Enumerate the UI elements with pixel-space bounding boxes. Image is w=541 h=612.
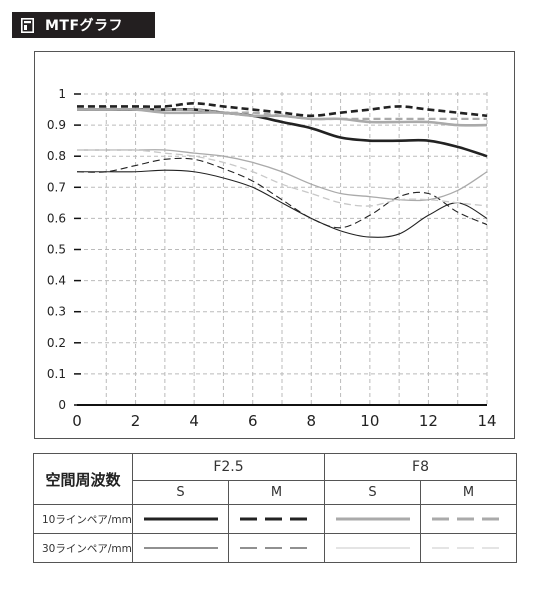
y-tick-label: 0.4 [47,274,66,288]
swatch-cell [324,533,422,563]
swatch-cell [132,533,229,563]
legend-table: 空間周波数 F2.5 F8 S M S M 10ラインペア/mm 30ラインペア… [33,453,518,563]
document-icon [21,17,34,33]
swatch-cell [227,533,326,563]
y-tick-label: 0.7 [47,180,66,194]
y-tick-label: 0.2 [47,336,66,350]
x-tick-label: 12 [419,412,438,430]
legend-swatch-s10-f8 [335,517,410,521]
series-line-m30-f8 [76,149,488,207]
row-label-30lp: 30ラインペア/mm [33,533,133,563]
f25-sagittal-header: S [132,480,229,505]
legend-swatch-m10-f25 [239,517,314,521]
spatial-frequency-header: 空間周波数 [33,453,133,505]
aperture-f25-header: F2.5 [131,453,326,481]
legend-swatch-m30-f8 [431,547,506,549]
title-bar: MTFグラフ [12,12,155,38]
series-line-s30-f8 [76,149,488,202]
x-tick-label: 14 [477,412,496,430]
x-tick-label: 10 [360,412,379,430]
legend-swatch-s30-f8 [335,547,410,549]
y-tick-label: 0 [58,398,66,412]
chart-grid [77,92,488,405]
f8-sagittal-header: S [324,480,422,505]
mtf-chart: 00.10.20.30.40.50.60.70.80.910 2 4 6 8 10 12 14 [34,51,515,439]
legend-swatch-s10-f25 [143,517,218,521]
chart-frame [34,51,515,439]
y-tick-label: 0.3 [47,305,66,319]
x-tick-label: 0 [72,412,82,430]
f25-meridional-header: M [227,480,326,505]
y-tick-label: 1 [58,87,66,101]
page-title: MTFグラフ [45,18,124,34]
y-tick-label: 0.1 [47,367,66,381]
swatch-cell [420,504,518,534]
chart-tick-labels: 00.10.20.30.40.50.60.70.80.910 2 4 6 8 10 12 14 [47,87,497,430]
x-tick-label: 4 [189,412,199,430]
y-tick-label: 0.5 [47,243,66,257]
swatch-cell [420,533,518,563]
swatch-cell [227,504,326,534]
series-line-m10-f8 [77,108,487,121]
chart-series [76,102,488,238]
chart-axes [74,93,487,406]
x-tick-label: 6 [248,412,258,430]
row-label-10lp: 10ラインペア/mm [33,504,133,534]
series-line-s30-f25 [77,169,488,238]
x-tick-label: 2 [131,412,141,430]
swatch-cell [132,504,229,534]
x-tick-label: 8 [307,412,317,430]
y-tick-label: 0.6 [47,211,66,225]
f8-meridional-header: M [420,480,518,505]
legend-swatch-s30-f25 [143,547,218,549]
legend-swatch-m30-f25 [239,547,314,549]
legend-swatch-m10-f8 [431,517,506,521]
y-tick-label: 0.8 [47,149,66,163]
series-line-m30-f25 [76,157,488,229]
series-line-m10-f25 [76,102,488,118]
y-tick-label: 0.9 [47,118,66,132]
aperture-f8-header: F8 [324,453,518,481]
swatch-cell [324,504,422,534]
